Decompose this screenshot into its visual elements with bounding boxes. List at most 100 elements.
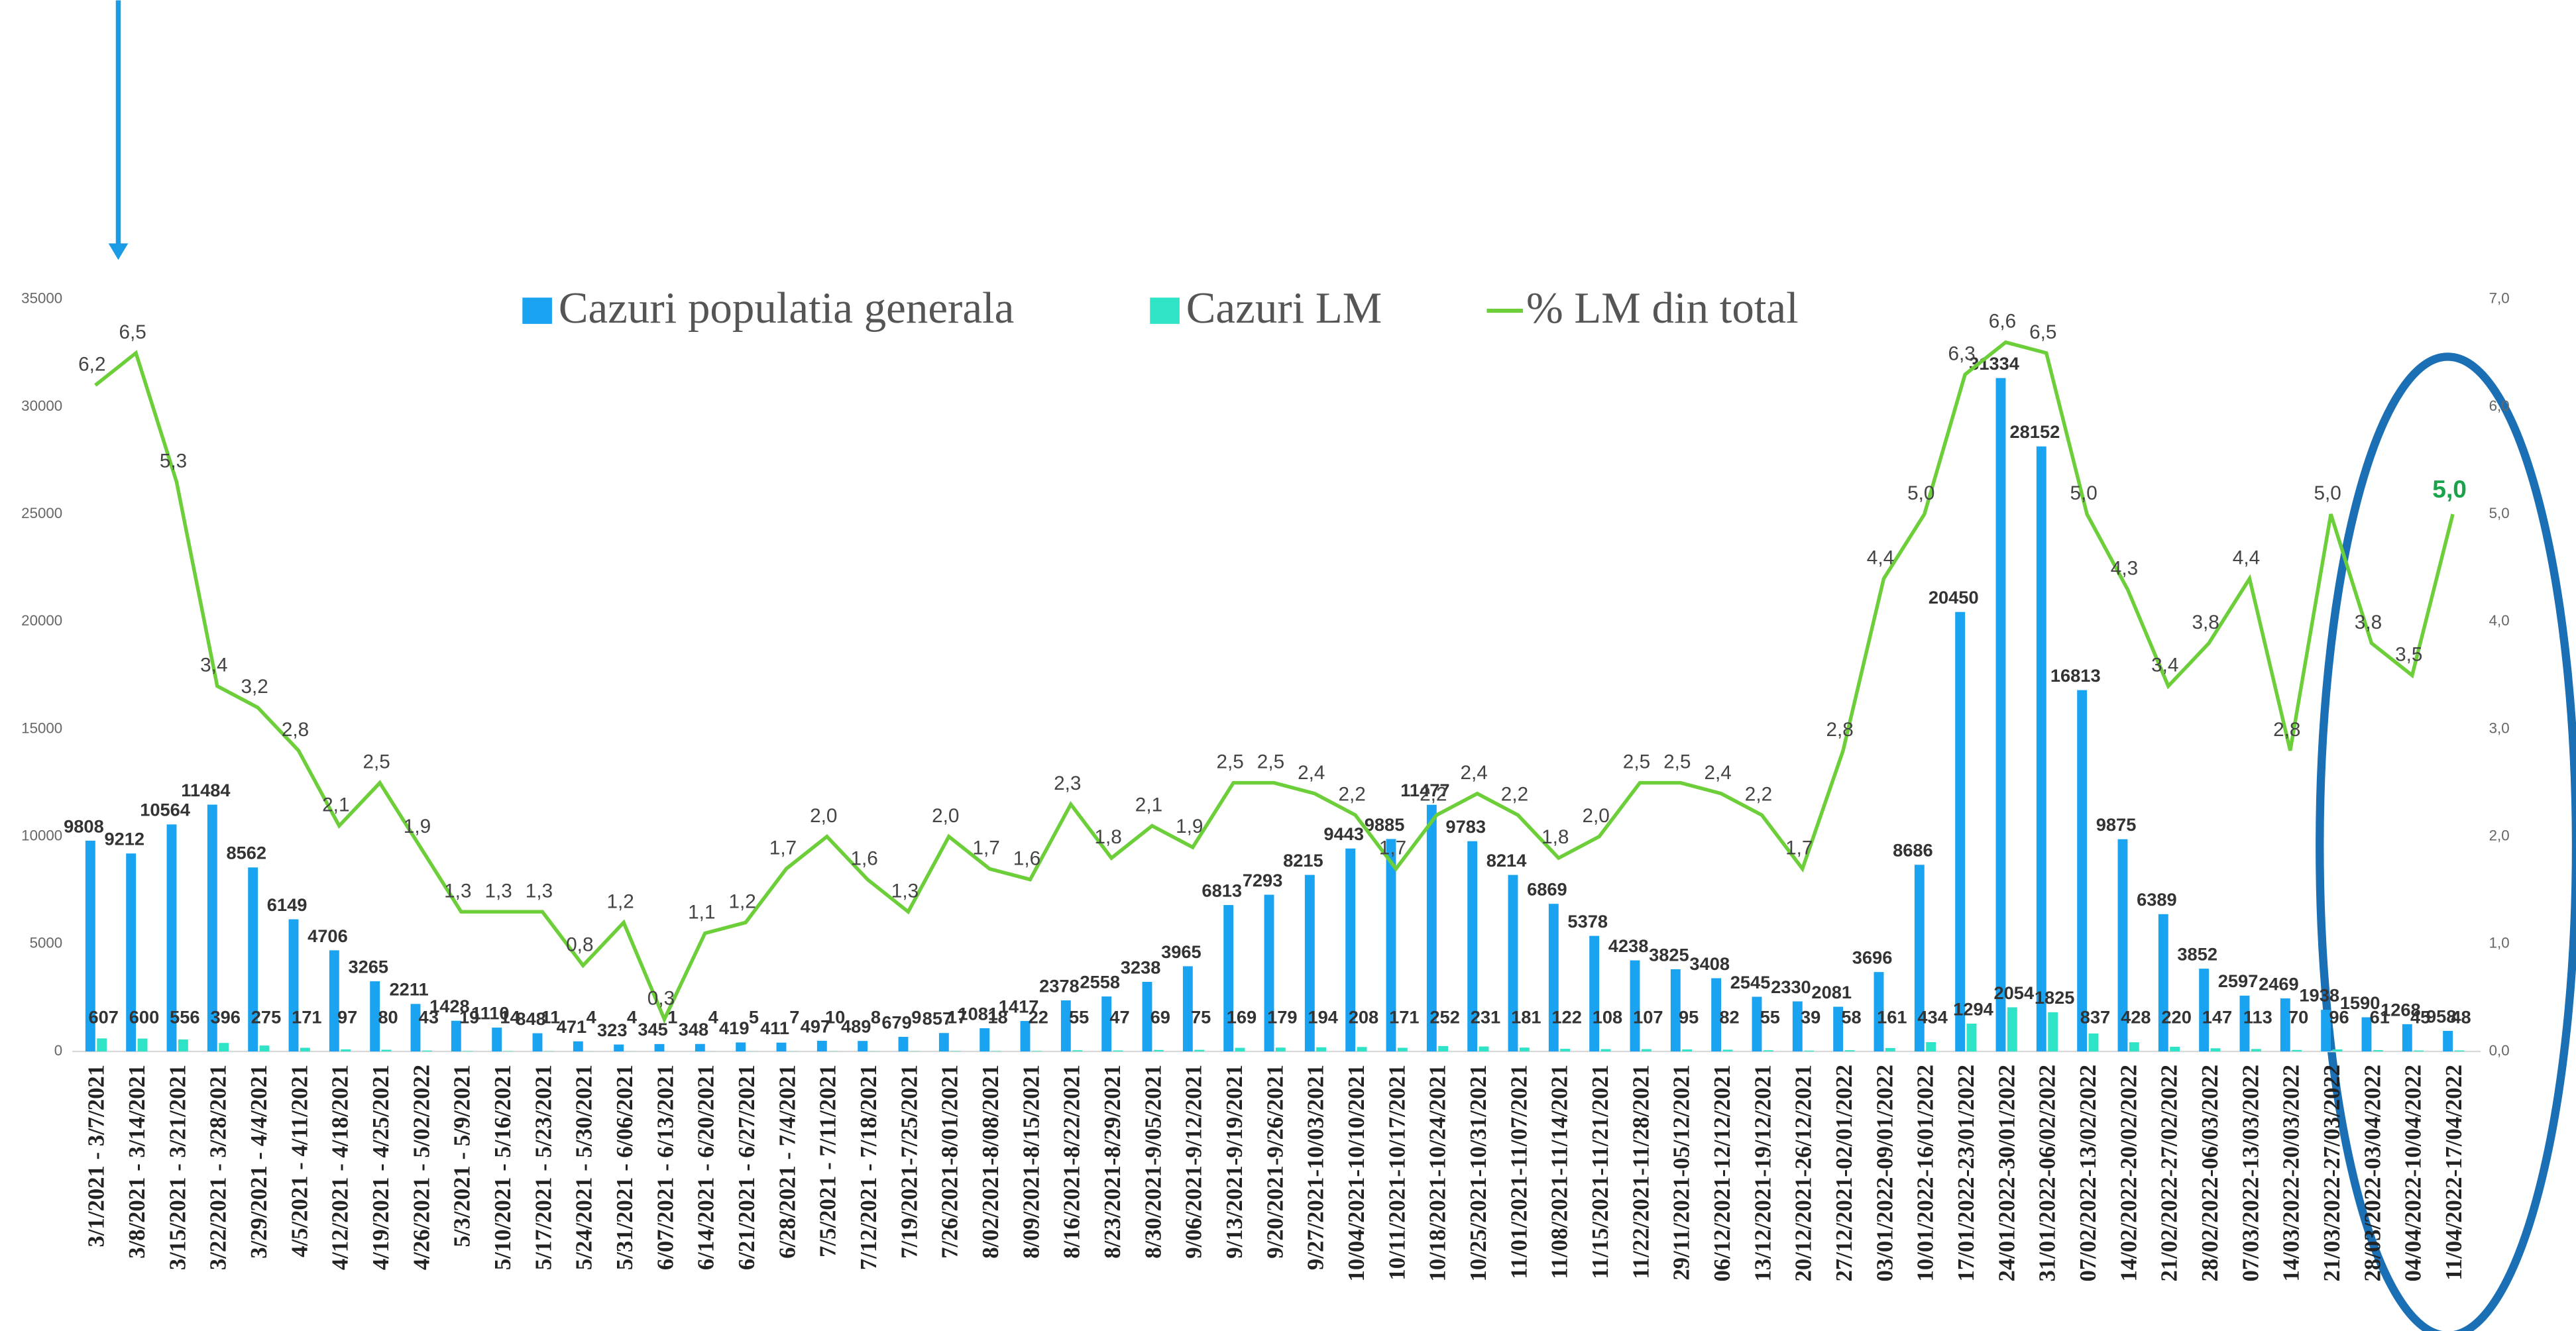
arrow-head (108, 243, 129, 260)
bar (1519, 1047, 1530, 1052)
bar-value-label: 9443 (1323, 824, 1364, 844)
bar-value-label: 3408 (1689, 953, 1730, 974)
bar-value-label: 113 (2243, 1007, 2272, 1028)
pct-label: 5,0 (2314, 482, 2341, 504)
bar (1357, 1047, 1367, 1052)
bar (736, 1042, 746, 1052)
pct-label: 6,2 (78, 354, 105, 376)
bar-value-label: 2211 (390, 979, 429, 1000)
x-tick-label: 10/11/2021-10/17/2021 (1384, 1065, 1410, 1281)
bar-value-label: 556 (170, 1007, 199, 1028)
bar-value-label: 419 (719, 1018, 749, 1038)
x-tick-label: 6/14/2021 - 6/20/2021 (693, 1065, 719, 1270)
bar (1113, 1050, 1123, 1052)
bar (329, 950, 339, 1052)
bar (2129, 1042, 2139, 1052)
bar-value-label: 857 (923, 1008, 952, 1029)
bar (2036, 446, 2046, 1052)
bar (166, 824, 177, 1052)
bar (1182, 966, 1193, 1052)
bar (1682, 1049, 1693, 1052)
bar (1264, 894, 1274, 1052)
pct-label: 3,8 (2192, 612, 2219, 633)
bar-value-label: 837 (2080, 1007, 2110, 1028)
bar (2158, 914, 2168, 1052)
y2-tick-label: 4,0 (2489, 612, 2510, 629)
bar-value-label: 4 (627, 1007, 638, 1028)
bar (1275, 1047, 1286, 1052)
bar-value-label: 434 (1917, 1007, 1948, 1028)
x-tick-label: 5/24/2021 - 5/30/2021 (571, 1065, 597, 1270)
x-tick-label: 9/20/2021-9/26/2021 (1262, 1065, 1288, 1259)
bar (2088, 1033, 2099, 1052)
bar (1995, 378, 2006, 1052)
pct-label: 1,2 (606, 891, 634, 913)
bar (1600, 1049, 1611, 1052)
bar (1641, 1049, 1652, 1052)
pct-label: 2,5 (363, 751, 390, 773)
bar (1467, 841, 1478, 1052)
pct-label: 2,1 (322, 794, 349, 816)
bar-value-label: 11 (541, 1007, 560, 1028)
pct-label: 1,2 (728, 891, 756, 913)
x-tick-label: 10/01/2022-16/01/2022 (1913, 1065, 1938, 1282)
x-tick-label: 24/01/2022-30/01/2022 (1993, 1065, 2019, 1282)
bar (2443, 1030, 2453, 1052)
bar-value-label: 348 (679, 1019, 708, 1039)
x-tick-label: 8/23/2021-8/29/2021 (1099, 1065, 1125, 1259)
bar (1670, 969, 1681, 1052)
pct-label: 1,7 (1379, 837, 1406, 859)
x-tick-label: 8/30/2021-9/05/2021 (1140, 1065, 1166, 1259)
bar (1101, 996, 1112, 1052)
legend-label: % LM din total (1526, 284, 1799, 333)
y-tick-label: 35000 (21, 290, 62, 307)
bar-value-label: 3965 (1161, 941, 1202, 962)
pct-label: 3,5 (2395, 643, 2422, 665)
pct-label: 2,2 (1501, 783, 1528, 805)
pct-label: 1,3 (891, 880, 919, 902)
bar-value-label: 3825 (1649, 944, 1689, 965)
bar-value-label: 8686 (1893, 840, 1933, 861)
bar-value-label: 275 (251, 1007, 281, 1028)
bar (2199, 969, 2210, 1052)
x-tick-label: 28/02/2022-06/03/2022 (2197, 1065, 2223, 1282)
pct-label: 6,5 (2029, 321, 2056, 343)
x-tick-label: 6/21/2021 - 6/27/2021 (734, 1065, 759, 1270)
pct-label: 5,0 (2432, 475, 2467, 503)
x-tick-label: 29/11/2021-05/12/2021 (1669, 1065, 1695, 1281)
x-tick-label: 5/10/2021 - 5/16/2021 (490, 1065, 516, 1270)
x-tick-label: 9/06/2021-9/12/2021 (1181, 1065, 1207, 1259)
bar-value-label: 489 (841, 1016, 871, 1037)
bar-value-label: 497 (801, 1016, 830, 1036)
bar (1833, 1006, 1844, 1052)
bar-value-label: 22 (1029, 1007, 1048, 1028)
y-tick-label: 10000 (21, 827, 62, 844)
bar-value-label: 80 (378, 1007, 398, 1028)
bar-value-label: 4706 (308, 926, 348, 946)
bar (1397, 1047, 1408, 1052)
bar (1630, 960, 1640, 1052)
pct-label: 3,4 (2151, 655, 2178, 676)
bar (2321, 1010, 2331, 1052)
bar-value-label: 20450 (1929, 587, 1979, 608)
bar-value-label: 1081 (958, 1003, 998, 1024)
pct-label: 2,5 (1216, 751, 1243, 773)
bar (97, 1038, 107, 1052)
bar-value-label: 848 (516, 1008, 545, 1029)
bar (248, 867, 258, 1052)
bar (1874, 972, 1884, 1052)
pct-label: 1,9 (1176, 816, 1203, 837)
bar-value-label: 3238 (1121, 957, 1161, 977)
bar (1426, 804, 1437, 1052)
bar (1966, 1024, 1977, 1052)
pct-label: 1,6 (850, 848, 877, 870)
x-tick-label: 9/13/2021-9/19/2021 (1221, 1065, 1247, 1259)
bar (2292, 1049, 2302, 1052)
bar-value-label: 3265 (348, 957, 388, 977)
bar (573, 1041, 583, 1052)
bar-value-label: 8562 (226, 843, 266, 863)
x-tick-label: 6/07/2021 - 6/13/2021 (652, 1065, 678, 1270)
pct-label: 1,8 (1541, 826, 1569, 848)
bar (654, 1043, 665, 1052)
